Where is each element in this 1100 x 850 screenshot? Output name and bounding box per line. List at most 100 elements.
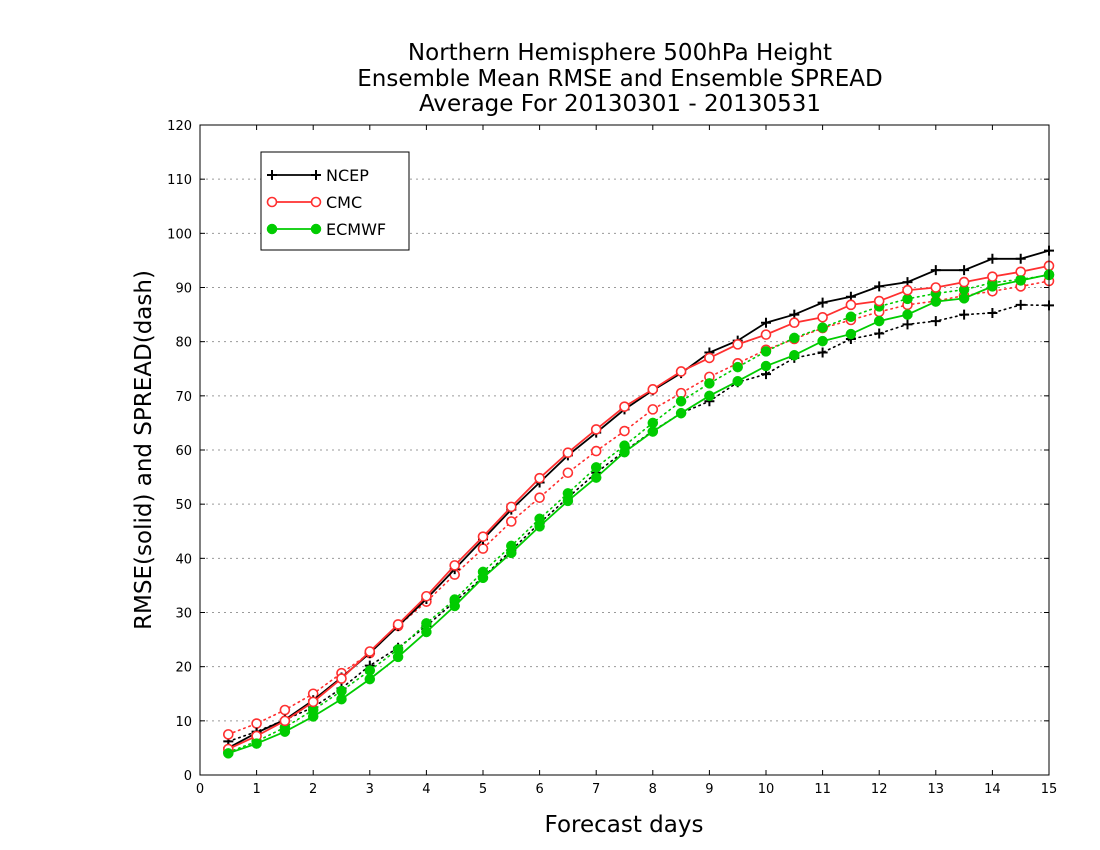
y-tick-label-90: 90 bbox=[175, 282, 192, 297]
point-ecmwf-rmse-7 bbox=[421, 626, 432, 638]
y-tick-label-60: 60 bbox=[175, 444, 192, 459]
point-ecmwf-rmse-20 bbox=[789, 349, 800, 361]
point-ecmwf-rmse-2 bbox=[279, 726, 291, 737]
x-tick-label-14: 14 bbox=[984, 782, 1001, 797]
line-cmc-rmse bbox=[227, 264, 1050, 750]
point-cmc-rmse-20 bbox=[788, 317, 800, 329]
point-ecmwf-spread-20 bbox=[789, 332, 800, 344]
point-cmc-rmse-8 bbox=[449, 560, 461, 571]
point-cmc-rmse-24 bbox=[902, 284, 913, 296]
point-ecmwf-rmse-28 bbox=[1015, 275, 1026, 286]
x-tick-label-6: 6 bbox=[535, 782, 543, 797]
x-tick-label-5: 5 bbox=[479, 782, 487, 797]
x-tick-label-11: 11 bbox=[814, 782, 831, 797]
point-cmc-spread-14 bbox=[619, 425, 630, 437]
y-axis-label: RMSE(solid) and SPREAD(dash) bbox=[131, 270, 157, 630]
series-ecmwf-spread bbox=[223, 269, 1055, 758]
point-ecmwf-rmse-21 bbox=[817, 335, 828, 347]
point-ecmwf-rmse-13 bbox=[590, 472, 602, 483]
point-cmc-rmse-26 bbox=[958, 276, 970, 288]
point-ncep-spread-26 bbox=[959, 309, 970, 320]
point-ecmwf-rmse-3 bbox=[307, 711, 319, 722]
chart-title: Northern Hemisphere 500hPa Height Ensemb… bbox=[357, 40, 882, 117]
point-ecmwf-rmse-18 bbox=[732, 375, 743, 387]
legend-label-ncep: NCEP bbox=[326, 166, 369, 185]
point-ecmwf-rmse-17 bbox=[704, 390, 715, 402]
point-ecmwf-spread-19 bbox=[760, 346, 772, 357]
point-ecmwf-rmse-27 bbox=[987, 281, 998, 292]
y-tick-label-70: 70 bbox=[175, 390, 192, 405]
y-tick-label-110: 110 bbox=[167, 173, 192, 188]
point-ecmwf-rmse-14 bbox=[619, 446, 630, 458]
point-cmc-spread-13 bbox=[590, 445, 602, 457]
line-ncep-rmse bbox=[227, 249, 1050, 749]
point-ecmwf-rmse-24 bbox=[902, 309, 913, 320]
legend-marker-left-cmc bbox=[266, 196, 278, 208]
x-tick-label-2: 2 bbox=[309, 782, 317, 797]
point-ecmwf-spread-21 bbox=[817, 322, 828, 333]
point-cmc-rmse-14 bbox=[619, 401, 630, 412]
legend-label-ecmwf: ECMWF bbox=[326, 220, 386, 239]
series-cmc-rmse bbox=[223, 260, 1055, 755]
x-tick-label-4: 4 bbox=[422, 782, 430, 797]
point-cmc-spread-12 bbox=[562, 467, 574, 479]
point-ncep-spread-24 bbox=[902, 319, 913, 330]
y-tick-label-40: 40 bbox=[175, 552, 192, 567]
point-ecmwf-rmse-4 bbox=[336, 693, 347, 705]
point-cmc-rmse-16 bbox=[675, 366, 687, 377]
point-ecmwf-rmse-23 bbox=[873, 315, 885, 327]
point-ecmwf-rmse-15 bbox=[647, 426, 659, 437]
x-axis-label: Forecast days bbox=[545, 812, 704, 838]
point-cmc-rmse-28 bbox=[1015, 266, 1027, 278]
y-tick-label-120: 120 bbox=[167, 119, 192, 134]
x-tick-label-1: 1 bbox=[252, 782, 260, 797]
title-line-2: Ensemble Mean RMSE and Ensemble SPREAD bbox=[357, 66, 882, 92]
series-ecmwf-rmse bbox=[223, 269, 1055, 759]
point-ncep-rmse-26 bbox=[959, 265, 970, 276]
legend-marker-right-cmc bbox=[310, 196, 322, 208]
point-ecmwf-spread-22 bbox=[845, 311, 857, 322]
series-ncep-spread bbox=[223, 299, 1054, 747]
point-ncep-rmse-19 bbox=[761, 317, 771, 328]
point-ncep-spread-21 bbox=[817, 347, 828, 358]
point-cmc-rmse-2 bbox=[279, 715, 291, 727]
point-ecmwf-rmse-9 bbox=[477, 572, 489, 584]
title-line-3: Average For 20130301 - 20130531 bbox=[419, 91, 821, 117]
point-ecmwf-spread-18 bbox=[732, 361, 743, 373]
point-ecmwf-rmse-6 bbox=[392, 651, 404, 663]
point-ncep-rmse-27 bbox=[987, 253, 998, 264]
title-line-1: Northern Hemisphere 500hPa Height bbox=[408, 40, 832, 66]
point-cmc-spread-0 bbox=[223, 729, 234, 740]
legend-marker-right-ecmwf bbox=[310, 223, 322, 235]
point-ecmwf-rmse-26 bbox=[958, 293, 970, 304]
point-ncep-rmse-28 bbox=[1015, 253, 1026, 264]
point-cmc-rmse-22 bbox=[845, 299, 857, 311]
x-tick-label-0: 0 bbox=[196, 782, 204, 797]
point-cmc-rmse-10 bbox=[505, 501, 517, 513]
point-ecmwf-rmse-12 bbox=[562, 495, 574, 507]
x-tick-label-8: 8 bbox=[649, 782, 657, 797]
point-ecmwf-rmse-25 bbox=[930, 296, 942, 307]
point-cmc-rmse-5 bbox=[364, 646, 376, 657]
point-cmc-rmse-12 bbox=[562, 447, 574, 459]
point-cmc-rmse-18 bbox=[732, 339, 744, 350]
line-ecmwf-rmse bbox=[228, 273, 1050, 755]
point-cmc-spread-2 bbox=[279, 704, 291, 716]
legend-marker-left-ecmwf bbox=[266, 223, 278, 235]
legend-marker-left-ncep bbox=[267, 170, 277, 180]
point-cmc-rmse-13 bbox=[590, 424, 602, 435]
point-cmc-rmse-21 bbox=[817, 311, 828, 323]
point-ecmwf-spread-13 bbox=[590, 462, 602, 473]
point-ncep-rmse-25 bbox=[930, 265, 941, 276]
point-ncep-rmse-21 bbox=[817, 297, 828, 308]
point-ncep-spread-25 bbox=[930, 316, 941, 327]
x-tick-label-10: 10 bbox=[758, 782, 775, 797]
point-cmc-spread-9 bbox=[477, 543, 489, 554]
point-ecmwf-rmse-0 bbox=[223, 748, 234, 759]
point-cmc-spread-11 bbox=[534, 492, 545, 503]
point-cmc-rmse-4 bbox=[336, 673, 347, 684]
point-ncep-spread-23 bbox=[874, 328, 885, 339]
